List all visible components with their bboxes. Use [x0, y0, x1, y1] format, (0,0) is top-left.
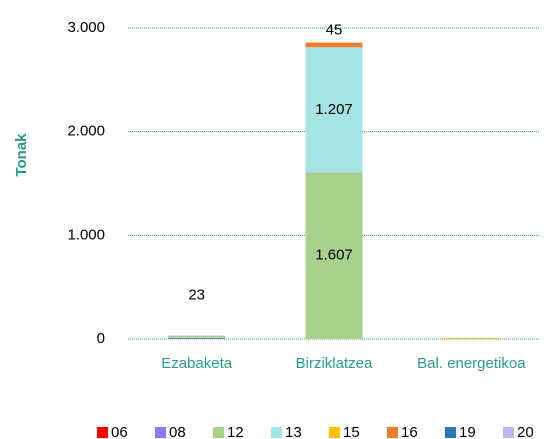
y-tick-label: 2.000	[67, 123, 105, 140]
legend-label: 20	[517, 424, 534, 439]
y-tick-label: 0	[97, 330, 105, 347]
legend-swatch	[445, 427, 456, 438]
x-tick-label: Bal. energetikoa	[417, 355, 526, 372]
data-label: 23	[188, 287, 205, 304]
legend-label: 13	[285, 424, 302, 439]
legend-swatch	[387, 427, 398, 438]
legend-label: 19	[459, 424, 476, 439]
legend-swatch	[329, 427, 340, 438]
bar-segment	[442, 337, 500, 339]
bar-segment	[305, 42, 363, 48]
legend-swatch	[213, 427, 224, 438]
y-tick-label: 3.000	[67, 19, 105, 36]
bar-segment	[305, 172, 363, 339]
y-axis-title: Tonak	[13, 133, 30, 177]
bar-segment	[305, 47, 363, 173]
legend-swatch	[155, 427, 166, 438]
legend-swatch	[503, 427, 514, 438]
data-label: 45	[326, 22, 343, 39]
data-label: 1.207	[315, 101, 353, 118]
legend-label: 12	[227, 424, 244, 439]
legend-label: 16	[401, 424, 418, 439]
data-label: 1.607	[315, 247, 353, 264]
bar-segment	[168, 337, 226, 339]
legend-label: 08	[169, 424, 186, 439]
legend-label: 06	[111, 424, 128, 439]
x-tick-label: Ezabaketa	[161, 355, 233, 372]
bar-segment	[168, 335, 226, 338]
legend-label: 15	[343, 424, 360, 439]
legend-swatch	[97, 427, 108, 438]
y-tick-label: 1.000	[67, 226, 105, 243]
x-tick-label: Birziklatzea	[296, 355, 373, 372]
legend-swatch	[271, 427, 282, 438]
